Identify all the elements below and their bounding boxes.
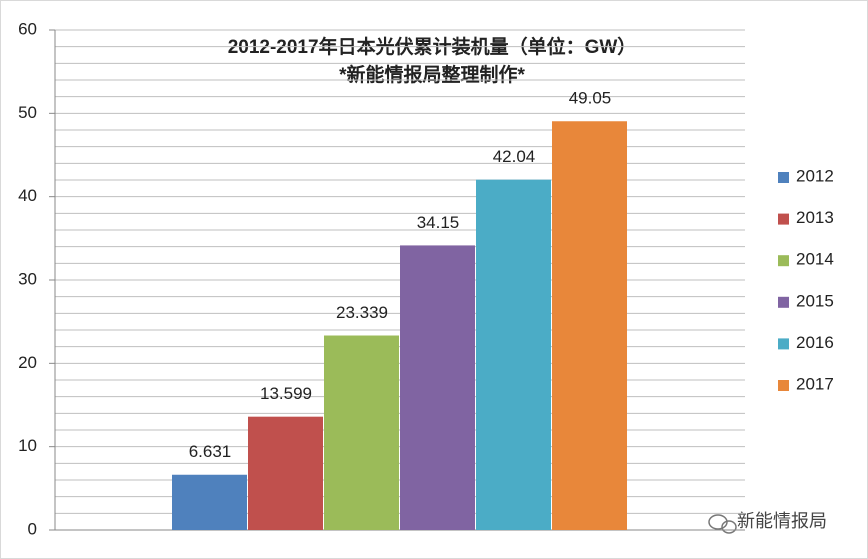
y-tick-label: 10: [18, 436, 37, 455]
y-tick-label: 30: [18, 269, 37, 288]
data-label: 13.599: [260, 384, 312, 403]
legend-label: 2017: [796, 374, 834, 393]
bar: [324, 335, 399, 530]
watermark: 新能情报局: [737, 511, 827, 531]
data-label: 34.15: [417, 213, 460, 232]
legend-swatch: [778, 213, 789, 225]
legend-label: 2012: [796, 166, 834, 185]
legend-label: 2016: [796, 333, 834, 352]
y-tick-label: 40: [18, 186, 37, 205]
data-label: 49.05: [569, 89, 612, 108]
bar: [400, 245, 475, 530]
legend-swatch: [778, 255, 789, 267]
data-label: 23.339: [336, 303, 388, 322]
chart-subtitle: *新能情报局整理制作*: [339, 63, 525, 86]
y-tick-label: 60: [18, 19, 37, 38]
bar: [476, 179, 551, 530]
legend-swatch: [778, 338, 789, 350]
legend-swatch: [778, 296, 789, 308]
legend-label: 2015: [796, 291, 834, 310]
legend-swatch: [778, 380, 789, 391]
bar: [552, 121, 627, 530]
legend-label: 2013: [796, 208, 834, 227]
legend-swatch: [778, 172, 789, 183]
bar: [248, 416, 323, 530]
y-tick-label: 0: [28, 519, 37, 538]
watermark-icon: [708, 514, 737, 534]
data-label: 6.631: [189, 442, 232, 461]
y-tick-label: 50: [18, 103, 37, 122]
y-tick-label: 20: [18, 353, 37, 372]
data-label: 42.04: [493, 147, 536, 166]
legend-label: 2014: [796, 250, 834, 269]
bar: [172, 474, 247, 530]
